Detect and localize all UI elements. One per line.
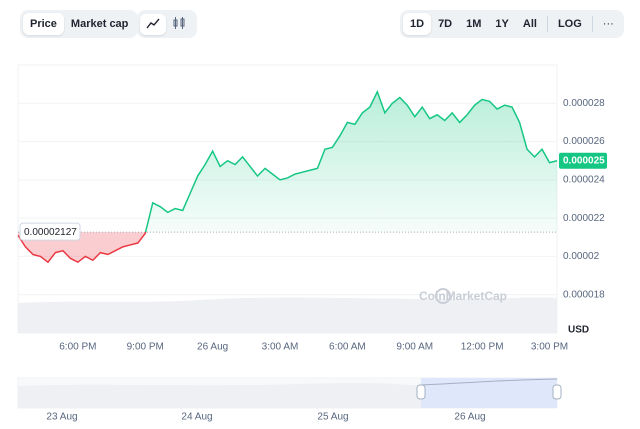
- navigator-label: 26 Aug: [454, 412, 485, 423]
- icon: [173, 16, 185, 29]
- candle-icon[interactable]: [166, 14, 192, 35]
- x-tick-label: 9:00 PM: [127, 342, 164, 353]
- price-line: [17, 89, 558, 264]
- y-tick-label: 0.000026: [563, 136, 605, 147]
- divider: [591, 16, 593, 32]
- range[interactable]: 1Y: [495, 18, 509, 30]
- x-tick-label: 12:00 PM: [461, 342, 504, 353]
- navigator-handle[interactable]: [416, 384, 426, 400]
- y-tick-label: 0.000024: [563, 174, 605, 185]
- x-tick-label: 3:00 AM: [262, 342, 299, 353]
- last-price-badge: [559, 152, 607, 169]
- range[interactable]: LOG: [557, 18, 582, 30]
- baseline-label: 0.00002127: [24, 227, 77, 238]
- range[interactable]: 1D: [403, 13, 432, 35]
- line-icon[interactable]: [140, 13, 166, 35]
- baseline-box: [19, 222, 81, 241]
- more[interactable]: ···: [602, 18, 614, 30]
- range[interactable]: 7D: [438, 18, 453, 30]
- x-tick-label: 3:00 PM: [531, 342, 568, 353]
- currency-label: USD: [568, 325, 589, 336]
- navigator-label: 23 Aug: [46, 412, 77, 423]
- last-price: 0.000025: [563, 155, 605, 166]
- tab[interactable]: Price: [23, 13, 64, 35]
- chart-style: [137, 10, 197, 38]
- range[interactable]: All: [522, 18, 537, 30]
- navigator-window[interactable]: [421, 378, 557, 408]
- volume-area: [18, 297, 557, 333]
- navigator-line: [420, 378, 558, 386]
- watermark-logo: [435, 288, 451, 304]
- range-tabs: 1D 7D 1M 1Y All LOG ···: [400, 10, 624, 38]
- range[interactable]: 1M: [466, 18, 482, 30]
- x-tick-label: 6:00 AM: [329, 342, 366, 353]
- navigator-label: 24 Aug: [181, 412, 212, 423]
- divider: [546, 16, 548, 32]
- y-tick-label: 0.00002: [563, 251, 600, 262]
- x-tick-label: 26 Aug: [197, 342, 228, 353]
- y-tick-label: 0.000028: [563, 98, 605, 109]
- watermark: CoinMarketCap: [419, 289, 507, 303]
- x-tick-label: 6:00 PM: [59, 342, 96, 353]
- navigator-area: [18, 383, 421, 408]
- navigator-label: 25 Aug: [317, 412, 348, 423]
- y-tick-label: 0.000022: [563, 213, 605, 224]
- price-area: [18, 91, 557, 263]
- x-tick-label: 9:00 AM: [396, 342, 433, 353]
- view-tabs: Price Market cap: [20, 10, 139, 38]
- tab[interactable]: Market cap: [70, 18, 129, 30]
- y-tick-label: 0.000018: [563, 289, 605, 300]
- icon: [146, 18, 160, 28]
- navigator-handle[interactable]: [552, 384, 562, 400]
